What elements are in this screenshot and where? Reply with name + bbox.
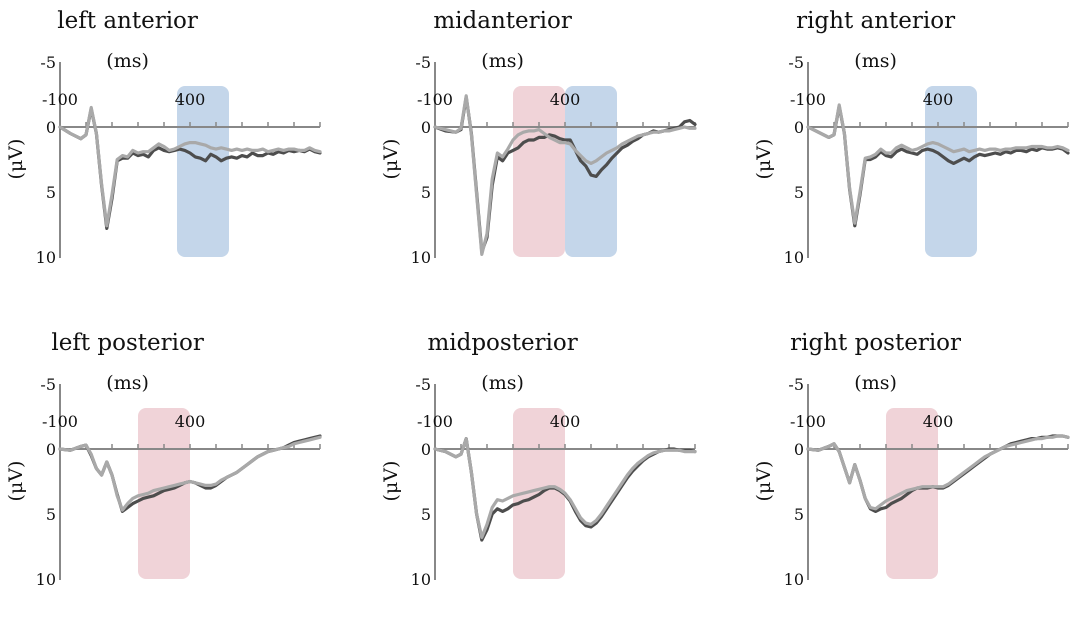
y-tick-label: -5	[415, 375, 431, 394]
erp-waveform-light-line	[806, 103, 1070, 225]
erp-waveform-light-line	[58, 435, 322, 512]
chart-title: right anterior	[796, 8, 955, 34]
chart-title: midposterior	[427, 330, 577, 356]
y-tick-label: 5	[46, 505, 56, 524]
erp-chart-svg: -5 0 5 10 -100 400 (ms) right posterior (μV)	[753, 330, 1070, 589]
erp-waveform-light-line	[58, 105, 322, 228]
x-tick-label: 400	[923, 412, 954, 431]
x-tick-label: -100	[42, 412, 78, 431]
x-tick-label: -100	[417, 412, 453, 431]
analysis-window	[513, 86, 565, 257]
y-axis-label: (μV)	[380, 139, 402, 180]
x-unit-label: (ms)	[106, 50, 149, 72]
y-axis-label: (μV)	[380, 461, 402, 502]
y-axis-label: (μV)	[753, 461, 775, 502]
chart-title: right posterior	[790, 330, 961, 356]
y-tick-label: 5	[794, 183, 804, 202]
analysis-window	[925, 86, 977, 257]
x-unit-label: (ms)	[854, 372, 897, 394]
y-tick-label: 0	[794, 440, 804, 459]
x-tick-label: 400	[550, 90, 581, 109]
erp-chart-svg: -5 0 5 10 -100 400 (ms) right anterior (μV)	[753, 8, 1070, 267]
analysis-window	[138, 408, 190, 579]
erp-chart-svg: -5 0 5 10 -100 400 (ms) left posterior (μV)	[5, 330, 322, 589]
analysis-window	[886, 408, 938, 579]
y-tick-label: 0	[421, 440, 431, 459]
erp-waveform-light-line	[806, 434, 1070, 511]
x-tick-label: -100	[790, 412, 826, 431]
erp-chart-svg: -5 0 5 10 -100 400 (ms) left anterior (μV)	[5, 8, 322, 267]
y-tick-label: 5	[421, 505, 431, 524]
y-axis-label: (μV)	[5, 139, 27, 180]
y-tick-label: 10	[36, 570, 56, 589]
erp-waveform-light-line	[433, 437, 697, 539]
x-tick-label: 400	[923, 90, 954, 109]
y-tick-label: 5	[794, 505, 804, 524]
x-unit-label: (ms)	[481, 372, 524, 394]
y-tick-label: 5	[46, 183, 56, 202]
chart-title: left anterior	[57, 8, 198, 34]
y-tick-label: 10	[411, 248, 431, 267]
x-tick-label: 400	[550, 412, 581, 431]
x-tick-label: 400	[175, 412, 206, 431]
erp-panel: -5 0 5 10 -100 400 (ms) midposterior (μV)	[380, 322, 750, 617]
y-tick-label: -5	[415, 53, 431, 72]
erp-panel: -5 0 5 10 -100 400 (ms) right posterior (μV)	[753, 322, 1077, 617]
erp-panel: -5 0 5 10 -100 400 (ms) midanterior (μV)	[380, 0, 750, 295]
analysis-window	[177, 86, 229, 257]
y-tick-label: -5	[40, 375, 56, 394]
erp-panel: -5 0 5 10 -100 400 (ms) right anterior (μV)	[753, 0, 1077, 295]
erp-chart-svg: -5 0 5 10 -100 400 (ms) midposterior (μV)	[380, 330, 697, 589]
y-tick-label: -5	[788, 375, 804, 394]
erp-waveform-light-line	[433, 94, 697, 256]
x-unit-label: (ms)	[106, 372, 149, 394]
y-tick-label: 10	[36, 248, 56, 267]
y-tick-label: 0	[46, 440, 56, 459]
y-axis-label: (μV)	[753, 139, 775, 180]
chart-title: midanterior	[433, 8, 571, 34]
y-tick-label: 10	[784, 570, 804, 589]
erp-panel: -5 0 5 10 -100 400 (ms) left posterior (μV)	[5, 322, 375, 617]
y-tick-label: 5	[421, 183, 431, 202]
y-tick-label: -5	[788, 53, 804, 72]
y-tick-label: 0	[794, 118, 804, 137]
chart-title: left posterior	[51, 330, 203, 356]
x-tick-label: -100	[417, 90, 453, 109]
y-tick-label: 10	[784, 248, 804, 267]
analysis-window	[565, 86, 617, 257]
y-tick-label: 10	[411, 570, 431, 589]
x-tick-label: -100	[790, 90, 826, 109]
x-tick-label: 400	[175, 90, 206, 109]
y-tick-label: -5	[40, 53, 56, 72]
erp-figure-grid: -5 0 5 10 -100 400 (ms) left anterior (μV) -5 0 5 10…	[5, 0, 1077, 589]
x-unit-label: (ms)	[481, 50, 524, 72]
erp-panel: -5 0 5 10 -100 400 (ms) left anterior (μV)	[5, 0, 375, 295]
x-tick-label: -100	[42, 90, 78, 109]
y-tick-label: 0	[46, 118, 56, 137]
y-tick-label: 0	[421, 118, 431, 137]
erp-chart-svg: -5 0 5 10 -100 400 (ms) midanterior (μV)	[380, 8, 697, 267]
y-axis-label: (μV)	[5, 461, 27, 502]
x-unit-label: (ms)	[854, 50, 897, 72]
